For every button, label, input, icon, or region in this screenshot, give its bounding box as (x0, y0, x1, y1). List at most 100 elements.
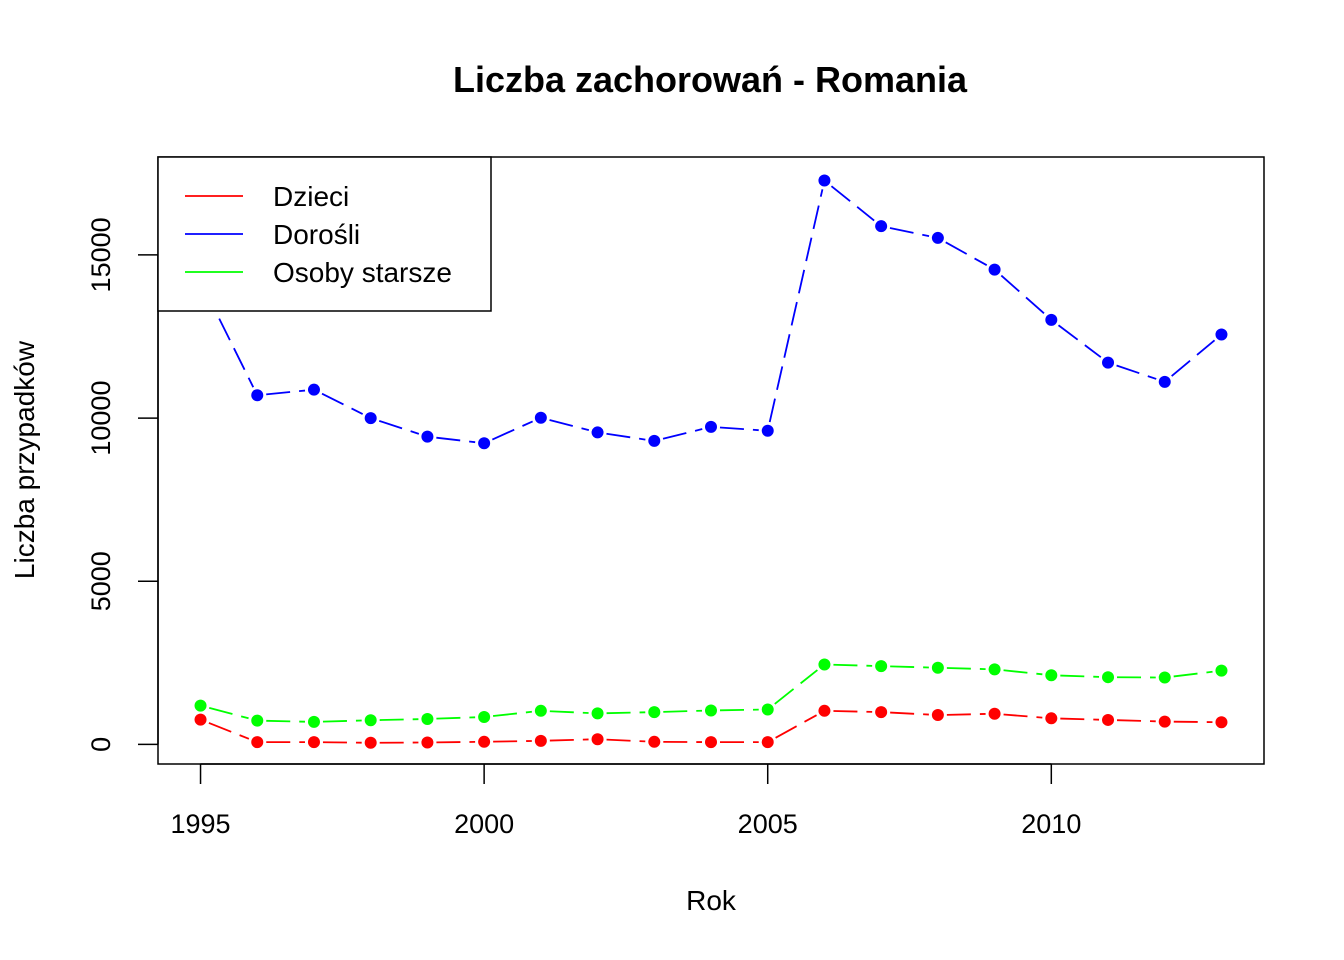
data-point (591, 707, 604, 720)
data-point (364, 736, 377, 749)
series-1 (194, 174, 1228, 450)
data-point (988, 663, 1001, 676)
series-line-segment (946, 713, 986, 716)
y-tick-label: 10000 (86, 381, 116, 456)
legend-label: Dorośli (273, 219, 360, 250)
data-point (364, 714, 377, 727)
series-line-segment (1116, 364, 1157, 380)
data-point (478, 735, 491, 748)
data-point (931, 231, 944, 244)
data-point (307, 715, 320, 728)
series-line-segment (208, 722, 250, 740)
data-point (478, 437, 491, 450)
series-line-segment (491, 420, 534, 441)
data-point (705, 736, 717, 749)
legend-label: Dzieci (273, 181, 349, 212)
data-point (1215, 328, 1228, 341)
data-point (1158, 671, 1171, 684)
data-point (534, 734, 547, 747)
series-line-segment (1057, 324, 1102, 358)
data-point (421, 736, 434, 749)
data-point (648, 434, 661, 447)
data-point (251, 714, 264, 727)
series-line-segment (549, 419, 590, 432)
series-line-segment (378, 420, 420, 435)
data-point (705, 420, 717, 433)
series-layer (194, 174, 1228, 749)
data-point (648, 735, 661, 748)
data-point (1102, 356, 1115, 369)
x-tick-label: 2010 (1021, 809, 1081, 839)
series-line-segment (946, 667, 986, 671)
series-line-segment (493, 740, 532, 743)
data-point (1102, 671, 1115, 684)
data-point (534, 704, 547, 717)
y-tick-label: 0 (86, 737, 116, 752)
data-point (421, 430, 434, 443)
data-point (931, 661, 944, 674)
chart-title: Liczba zachorowań - Romania (453, 59, 968, 100)
series-line-segment (549, 710, 589, 714)
y-tick-label: 5000 (86, 551, 116, 611)
data-point (1045, 669, 1058, 682)
x-tick-label: 1995 (170, 809, 230, 839)
y-axis: 0 5000 10000 15000 (86, 217, 159, 752)
series-line-segment (833, 663, 873, 667)
series-line-segment (606, 738, 646, 743)
data-point (1045, 313, 1058, 326)
x-axis-label: Rok (686, 885, 737, 916)
legend: Dzieci Dorośli Osoby starsze (157, 156, 492, 312)
series-line-segment (492, 710, 532, 717)
series-line-segment (890, 711, 929, 716)
series-line-segment (606, 432, 646, 441)
x-tick-label: 2005 (738, 809, 798, 839)
series-line-segment (322, 719, 362, 723)
series-line-segment (1003, 713, 1043, 719)
series-line-segment (436, 436, 476, 444)
series-0 (194, 704, 1228, 749)
data-point (194, 699, 207, 712)
series-line-segment (774, 669, 818, 705)
data-point (478, 711, 491, 724)
series-line-segment (1116, 719, 1156, 723)
series-line-segment (1171, 339, 1216, 377)
data-point (1215, 664, 1228, 677)
series-line-segment (1003, 669, 1043, 676)
data-point (251, 389, 264, 402)
series-line-segment (945, 241, 988, 266)
data-point (875, 220, 888, 233)
series-line-segment (775, 714, 817, 739)
data-point (818, 704, 831, 717)
series-line-segment (1060, 674, 1100, 678)
series-line-segment (549, 738, 589, 742)
series-line-segment (1060, 717, 1100, 721)
data-point (307, 736, 320, 749)
data-point (591, 426, 604, 439)
data-point (761, 703, 774, 716)
data-point (875, 706, 888, 719)
data-point (648, 706, 661, 719)
x-axis: 1995 2000 2005 2010 (170, 763, 1081, 839)
series-line-segment (209, 707, 249, 720)
data-point (307, 383, 320, 396)
series-line-segment (606, 711, 646, 715)
data-point (931, 709, 944, 722)
series-line-segment (662, 428, 703, 440)
series-line-segment (436, 716, 476, 720)
data-point (591, 733, 604, 746)
data-point (875, 660, 888, 673)
data-point (761, 424, 774, 437)
data-point (1102, 713, 1115, 726)
series-line-segment (889, 227, 930, 237)
data-point (761, 736, 774, 749)
series-line-segment (663, 709, 703, 713)
series-line-segment (1173, 670, 1213, 678)
series-line-segment (266, 719, 305, 723)
data-point (705, 704, 717, 717)
series-line-segment (379, 718, 419, 721)
data-point (1158, 375, 1171, 388)
data-point (988, 263, 1001, 276)
data-point (818, 174, 831, 187)
series-line-segment (890, 665, 929, 669)
